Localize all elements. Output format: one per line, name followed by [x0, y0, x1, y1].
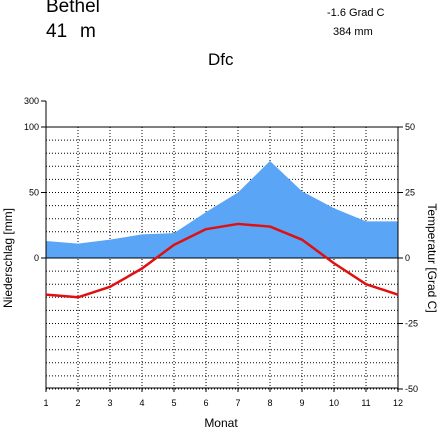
y2-tick-label: -25: [405, 319, 418, 329]
x-axis-label: Monat: [204, 416, 238, 430]
y-axis-label: Niederschlag [mm]: [1, 208, 15, 308]
precipitation-series: [46, 161, 398, 258]
elevation-value: 41: [46, 21, 68, 42]
precipitation-area: [46, 161, 398, 258]
y2-axis-label: Temperatur [Grad C]: [425, 203, 439, 312]
y-tick-label: 300: [24, 96, 39, 106]
elevation-unit: m: [80, 21, 96, 42]
x-tick-label: 12: [393, 398, 403, 408]
y-tick-label: 100: [24, 122, 39, 132]
y2-tick-label: -50: [405, 384, 418, 394]
x-tick-label: 9: [299, 398, 304, 408]
x-tick-label: 11: [361, 398, 370, 408]
y-tick-label: 0: [34, 253, 39, 263]
y-tick-label: 50: [29, 188, 39, 198]
temperature-series: [45, 222, 399, 299]
x-tick-label: 6: [203, 398, 208, 408]
x-tick-label: 3: [107, 398, 112, 408]
station-name: Bethel: [46, 0, 100, 17]
annual-precipitation: 384 mm: [333, 26, 373, 38]
x-tick-label: 2: [75, 398, 80, 408]
y2-tick-label: 0: [405, 253, 410, 263]
mean-temperature: -1.6 Grad C: [327, 7, 385, 19]
x-tick-label: 8: [267, 398, 272, 408]
x-tick-label: 4: [139, 398, 144, 408]
x-tick-label: 10: [329, 398, 339, 408]
x-tick-label: 7: [235, 398, 240, 408]
x-tick-label: 5: [171, 398, 176, 408]
y2-tick-label: 50: [405, 122, 415, 132]
x-tick-label: 1: [43, 398, 48, 408]
y2-tick-label: 25: [405, 188, 415, 198]
climate-class: Dfc: [208, 50, 234, 69]
temperature-line: [45, 222, 399, 299]
